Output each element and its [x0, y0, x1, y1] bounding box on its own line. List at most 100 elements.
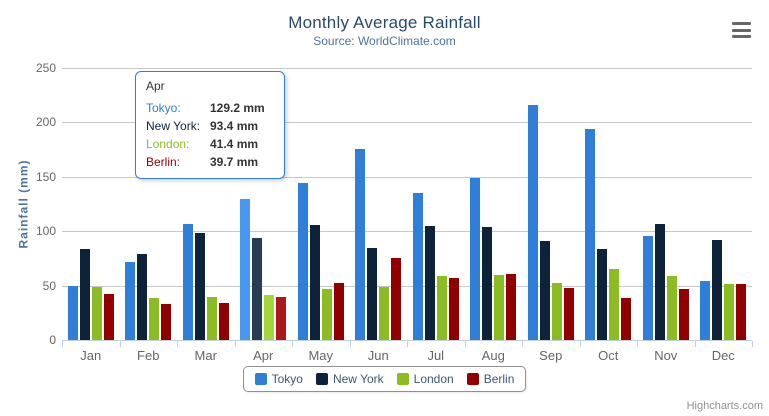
tooltip-value: 93.4 mm	[210, 119, 259, 133]
tooltip-series-label: London:	[146, 137, 190, 151]
x-axis-label-mar: Mar	[194, 348, 217, 363]
x-axis-label-nov: Nov	[654, 348, 678, 363]
bar-london[interactable]	[264, 295, 275, 340]
hamburger-icon	[732, 22, 751, 25]
bar-berlin[interactable]	[448, 277, 459, 340]
x-axis-label-may: May	[308, 348, 334, 363]
bar-new-york[interactable]	[79, 249, 90, 340]
bar-berlin[interactable]	[103, 293, 114, 340]
legend-swatch	[466, 373, 479, 385]
bar-london[interactable]	[436, 275, 447, 340]
x-axis-line	[62, 340, 752, 341]
bar-berlin[interactable]	[563, 288, 574, 340]
bar-berlin[interactable]	[736, 284, 747, 340]
bar-berlin[interactable]	[218, 302, 229, 340]
legend-swatch	[315, 373, 328, 385]
month-group-jan	[62, 68, 120, 340]
bar-tokyo[interactable]	[67, 285, 78, 340]
tooltip-value: 129.2 mm	[210, 101, 265, 115]
legend-box: Tokyo New York London Berlin	[242, 366, 527, 392]
bar-berlin[interactable]	[333, 282, 344, 340]
bar-new-york[interactable]	[482, 226, 493, 340]
bar-berlin[interactable]	[391, 257, 402, 340]
month-group-aug	[465, 68, 523, 340]
bar-tokyo[interactable]	[355, 148, 366, 340]
bar-berlin[interactable]	[276, 296, 287, 340]
x-axis-tick	[62, 341, 63, 347]
tooltip-value: 41.4 mm	[210, 137, 259, 151]
legend-item-tokyo[interactable]: Tokyo	[254, 372, 303, 386]
month-group-sep	[522, 68, 580, 340]
bar-berlin[interactable]	[678, 289, 689, 340]
gridline	[62, 176, 752, 178]
bar-tokyo[interactable]	[642, 236, 653, 340]
bar-new-york[interactable]	[424, 225, 435, 340]
bar-new-york[interactable]	[539, 240, 550, 340]
legend-item-berlin[interactable]: Berlin	[466, 372, 515, 386]
bar-tokyo[interactable]	[240, 199, 251, 340]
credits-link[interactable]: Highcharts.com	[686, 400, 763, 412]
x-axis-label-oct: Oct	[598, 348, 619, 363]
bar-london[interactable]	[379, 287, 390, 340]
bar-tokyo[interactable]	[297, 183, 308, 340]
legend-label: London	[413, 372, 454, 386]
bar-london[interactable]	[206, 297, 217, 340]
legend-item-london[interactable]: London	[396, 372, 454, 386]
bar-new-york[interactable]	[194, 232, 205, 340]
month-group-apr	[235, 68, 293, 340]
x-axis-label-jun: Jun	[367, 348, 389, 363]
x-axis-tick	[752, 341, 753, 347]
x-axis-tick	[234, 341, 236, 347]
legend-item-new-york[interactable]: New York	[315, 372, 384, 386]
bar-london[interactable]	[494, 275, 505, 340]
bar-tokyo[interactable]	[182, 224, 193, 340]
bar-tokyo[interactable]	[470, 178, 481, 340]
month-group-mar	[177, 68, 235, 340]
gridline	[62, 231, 752, 233]
bar-new-york[interactable]	[137, 254, 148, 340]
bar-new-york[interactable]	[712, 239, 723, 340]
hamburger-icon	[732, 35, 751, 38]
x-axis-tick	[349, 341, 351, 347]
x-axis-tick	[637, 341, 638, 347]
x-axis-tick	[464, 341, 466, 347]
bar-new-york[interactable]	[654, 224, 665, 340]
bar-london[interactable]	[551, 283, 562, 340]
bar-tokyo[interactable]	[527, 104, 538, 340]
month-group-oct	[580, 68, 638, 340]
tooltip-row: Tokyo: 129.2 mm	[146, 99, 274, 117]
legend: Tokyo New York London Berlin	[0, 366, 769, 392]
bar-berlin[interactable]	[161, 303, 172, 340]
bar-berlin[interactable]	[506, 274, 517, 340]
bar-london[interactable]	[149, 297, 160, 340]
gridline	[62, 122, 752, 124]
legend-label: Berlin	[483, 372, 515, 386]
bar-london[interactable]	[91, 286, 102, 340]
bar-london[interactable]	[666, 275, 677, 340]
bar-tokyo[interactable]	[585, 128, 596, 340]
bar-london[interactable]	[321, 288, 332, 340]
bar-new-york[interactable]	[252, 238, 263, 340]
month-group-dec	[695, 68, 753, 340]
bar-tokyo[interactable]	[700, 280, 711, 340]
legend-swatch	[254, 373, 267, 385]
bar-berlin[interactable]	[621, 297, 632, 340]
x-axis-label-apr: Apr	[253, 348, 274, 363]
bar-new-york[interactable]	[367, 248, 378, 340]
gridline	[62, 285, 752, 287]
x-axis-label-jul: Jul	[427, 348, 445, 363]
legend-swatch	[396, 373, 409, 385]
tooltip-series-label: Tokyo:	[146, 101, 181, 115]
y-axis-label: 100	[35, 224, 56, 239]
month-group-nov	[637, 68, 695, 340]
export-menu-button[interactable]	[731, 21, 753, 39]
bar-new-york[interactable]	[597, 249, 608, 340]
tooltip-series-label: Berlin:	[146, 155, 181, 169]
bar-tokyo[interactable]	[412, 192, 423, 340]
bar-london[interactable]	[724, 284, 735, 340]
tooltip-rows: Tokyo: 129.2 mm New York: 93.4 mm London: 41.…	[146, 99, 274, 171]
bar-tokyo[interactable]	[125, 262, 136, 340]
bar-london[interactable]	[609, 269, 620, 340]
chart-title: Monthly Average Rainfall	[288, 13, 481, 32]
bar-new-york[interactable]	[309, 224, 320, 340]
